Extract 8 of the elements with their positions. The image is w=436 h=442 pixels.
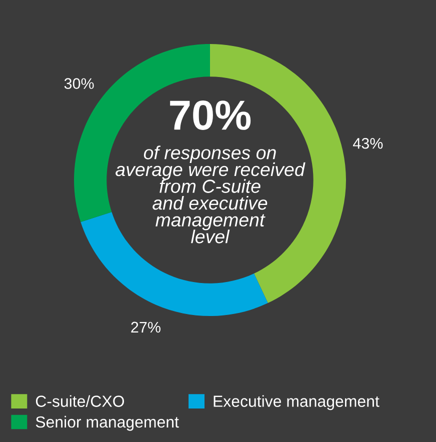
- data-label: 30%: [64, 78, 94, 89]
- legend-label: C-suite/CXO: [36, 395, 124, 407]
- text: 70%: [170, 100, 251, 130]
- legend-label: Executive management: [214, 395, 380, 410]
- legend-label: Senior management: [36, 416, 179, 431]
- data-label: 27%: [131, 322, 160, 333]
- data-label: 43%: [353, 138, 383, 149]
- text: of responses on average were received from C-suite and executive management level: [116, 146, 306, 244]
